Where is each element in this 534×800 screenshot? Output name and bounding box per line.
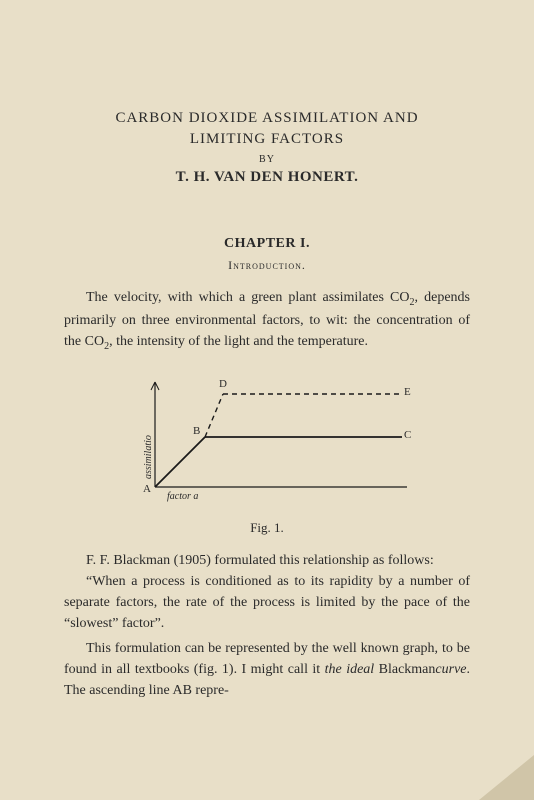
x-axis-label: factor a — [167, 491, 198, 502]
section-heading: Introduction. — [64, 258, 470, 273]
chapter-heading: CHAPTER I. — [64, 236, 470, 252]
line-bd-dashed — [205, 394, 223, 437]
point-label-e: E — [404, 386, 411, 398]
page-corner-fold — [479, 755, 534, 800]
para3-italic-1: the ideal — [325, 662, 375, 677]
by-label: BY — [64, 154, 470, 165]
y-axis-label: assimilatio — [143, 435, 154, 479]
para1-part-c: , the intensity of the light and the tem… — [109, 334, 368, 349]
title-line-1: CARBON DIOXIDE ASSIMILATION AND — [115, 110, 418, 126]
point-label-a: A — [143, 483, 151, 495]
figure-svg — [117, 372, 417, 502]
line-ab — [155, 437, 205, 487]
para1-part-a: The velocity, with which a green plant a… — [86, 290, 410, 305]
para3-part-c: Blackman — [374, 662, 435, 677]
author-name: T. H. VAN DEN HONERT. — [64, 169, 470, 186]
para3-italic-2: curve — [435, 662, 466, 677]
page: CARBON DIOXIDE ASSIMILATION AND LIMITING… — [0, 0, 534, 741]
figure-caption: Fig. 1. — [64, 520, 470, 536]
paragraph-1: The velocity, with which a green plant a… — [64, 287, 470, 354]
point-label-d: D — [219, 378, 227, 390]
point-label-b: B — [193, 425, 200, 437]
title-line-2: LIMITING FACTORS — [190, 131, 344, 147]
paragraph-3: This formulation can be represented by t… — [64, 638, 470, 701]
paper-title: CARBON DIOXIDE ASSIMILATION AND LIMITING… — [64, 108, 470, 150]
figure-1: assimilatio factor a A B C D E — [117, 372, 417, 512]
paragraph-2: F. F. Blackman (1905) formulated this re… — [64, 550, 470, 571]
blackman-quote: “When a process is conditioned as to its… — [64, 571, 470, 634]
point-label-c: C — [404, 429, 411, 441]
